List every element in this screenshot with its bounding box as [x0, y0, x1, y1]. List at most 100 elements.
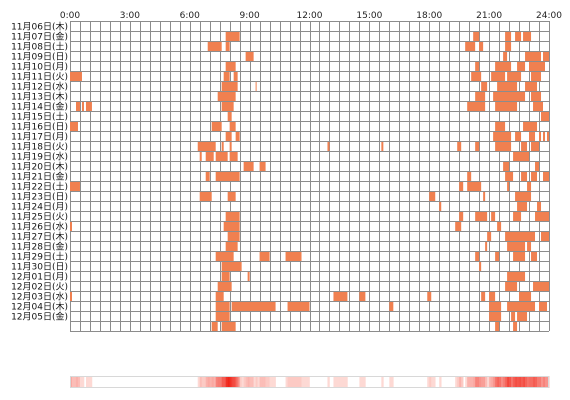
activity-bar	[519, 292, 532, 301]
activity-bar	[531, 142, 540, 151]
activity-bar	[503, 162, 510, 171]
density-cell	[217, 376, 220, 388]
day-label: 11月18日(火)	[11, 142, 68, 153]
density-cell	[207, 376, 211, 388]
activity-bar	[511, 312, 516, 321]
activity-bar	[539, 302, 548, 311]
activity-bar	[475, 212, 488, 221]
density-cell	[70, 376, 73, 388]
density-cell	[87, 376, 91, 388]
day-label: 11月24日(月)	[11, 202, 68, 213]
density-cell	[487, 376, 490, 388]
day-label: 11月13日(木)	[11, 91, 68, 103]
density-cell	[259, 376, 262, 388]
activity-bar	[489, 292, 496, 301]
density-cell	[537, 376, 540, 388]
density-cell	[229, 376, 232, 388]
activity-bar	[211, 322, 218, 331]
activity-bar	[221, 82, 238, 91]
density-cell	[341, 376, 344, 388]
density-cell	[269, 376, 272, 388]
activity-bar	[533, 282, 549, 291]
activity-bar	[427, 292, 432, 301]
density-cell	[525, 376, 528, 388]
activity-bar	[507, 302, 536, 311]
activity-bar	[70, 292, 72, 301]
density-cell	[505, 376, 508, 388]
activity-bar	[439, 202, 442, 211]
activity-bar	[81, 102, 84, 111]
activity-bar	[229, 152, 238, 161]
activity-bar	[225, 42, 230, 51]
activity-bar	[233, 72, 238, 81]
density-cell	[493, 376, 496, 388]
density-cell	[245, 376, 248, 388]
density-strip	[70, 376, 550, 388]
activity-bar	[215, 172, 240, 181]
density-cell	[249, 376, 252, 388]
x-tick-label: 24:00	[536, 11, 562, 21]
density-cell	[205, 376, 209, 388]
activity-bar	[495, 322, 500, 331]
density-cell	[227, 376, 230, 388]
density-cell	[541, 376, 544, 388]
activity-bar	[525, 82, 538, 91]
density-cell	[529, 376, 532, 388]
activity-bar	[455, 222, 462, 231]
density-cell	[381, 376, 384, 388]
density-cell	[255, 376, 258, 388]
density-cell	[303, 376, 306, 388]
activity-bar	[507, 72, 522, 81]
x-tick-label: 15:00	[356, 11, 382, 21]
density-cell	[231, 376, 234, 388]
density-cell	[263, 376, 266, 388]
activity-bar	[541, 232, 549, 241]
activity-bar	[70, 182, 80, 191]
density-cell	[471, 376, 474, 388]
activity-bar	[475, 252, 480, 261]
activity-bar	[515, 192, 532, 201]
density-cell	[215, 376, 218, 388]
activity-bar	[525, 52, 542, 61]
density-cell	[535, 376, 538, 388]
density-cell	[545, 376, 548, 388]
density-cell	[225, 376, 228, 388]
density-cell	[531, 376, 534, 388]
density-cell	[519, 376, 522, 388]
activity-bar	[527, 242, 532, 251]
density-cell	[343, 376, 346, 388]
x-tick-label: 6:00	[180, 11, 200, 21]
day-label: 11月08日(土)	[11, 41, 68, 53]
activity-bar	[70, 122, 78, 131]
density-cell	[473, 376, 476, 388]
density-cell	[361, 376, 364, 388]
activity-bar	[503, 52, 508, 61]
activity-bar	[359, 292, 366, 301]
density-cell	[391, 376, 394, 388]
activity-bar	[479, 262, 482, 271]
activity-bar	[229, 142, 232, 151]
density-cell	[221, 376, 224, 388]
activity-bar	[467, 182, 482, 191]
density-cell	[517, 376, 520, 388]
activity-bar	[491, 212, 496, 221]
activity-bar	[221, 142, 224, 151]
density-cell	[477, 376, 480, 388]
activity-bar	[245, 52, 254, 61]
activity-bar	[327, 142, 330, 151]
activity-bar	[497, 82, 518, 91]
density-cell	[467, 376, 470, 388]
activity-bar	[389, 302, 394, 311]
density-cell	[513, 376, 516, 388]
activity-bar	[539, 132, 542, 141]
density-cell	[337, 376, 340, 388]
activity-bar	[535, 212, 549, 221]
activity-bar	[495, 102, 518, 111]
activity-bar	[531, 72, 542, 81]
density-cell	[455, 376, 458, 388]
day-label: 12月02日(火)	[11, 282, 68, 293]
activity-bar	[505, 282, 518, 291]
activity-bar	[529, 62, 546, 71]
day-label: 11月10日(月)	[11, 62, 68, 73]
